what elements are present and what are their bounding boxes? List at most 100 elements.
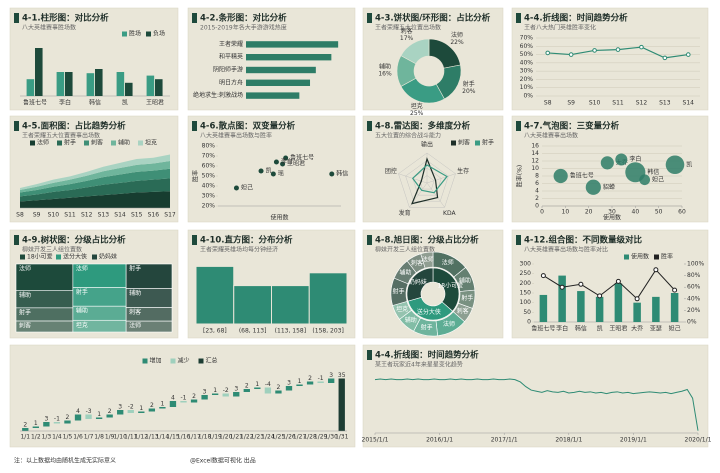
x-tick-label: 1/14 (156, 434, 170, 441)
legend-label: 送分大侠 (63, 253, 87, 261)
x-tick-label: 2020/1/1 (685, 437, 712, 444)
tile-label: 法师 (129, 322, 141, 330)
inner-segment (407, 296, 453, 321)
donut-slice (400, 38, 430, 65)
bar (116, 72, 125, 96)
x-tick-label: 2017/1/1 (491, 437, 518, 444)
segment-label: 辅助 (459, 276, 471, 284)
x-tick-label: 亚瑟 (650, 326, 662, 333)
title-marker (367, 121, 372, 131)
x-tick-label: 1/27 (293, 434, 307, 441)
panel-subtitle: 王者荣耀五大位置赛事出场数 (22, 132, 100, 140)
legend-swatch (138, 140, 143, 146)
bar (56, 72, 65, 96)
panel-title: 4-5.面积图：占比趋势分析 (22, 121, 126, 132)
value-label: 1 (255, 381, 259, 388)
y2-tick-label: 60% (687, 284, 701, 291)
value-label: -3 (86, 408, 92, 415)
panel-subtitle: 王者荣耀五大位置出场数 (375, 24, 441, 32)
tile-label: 辅助 (19, 291, 31, 299)
bar (155, 79, 163, 96)
x-tick-label: S11 (64, 212, 76, 219)
x-tick-label: 1/15 (166, 434, 180, 441)
legend-label: 减少 (178, 357, 190, 365)
point-label: 瑶 (278, 171, 284, 178)
point-label: 凯 (266, 167, 272, 175)
y-tick-label: 70% (520, 35, 534, 42)
y2-tick-label: 80% (687, 272, 701, 279)
tile-label: 射手 (76, 288, 88, 296)
bar (246, 41, 339, 48)
panel-subtitle: 八大英雄赛事胜场数 (22, 24, 76, 32)
group-label: 奶妈妹 (409, 278, 427, 286)
bar (106, 414, 113, 418)
panel (9, 344, 356, 448)
x-tick-label: S13 (659, 100, 671, 107)
bar (53, 422, 61, 424)
y-tick-label: 30% (202, 193, 216, 200)
segment-label: 坦克 (396, 305, 408, 313)
bar (169, 401, 177, 407)
inner-segment (432, 267, 460, 312)
radar-area (411, 157, 439, 205)
x-tick-label: 1/20 (219, 434, 233, 441)
x-tick-label: 1/8 (94, 434, 104, 441)
y-tick-label: 10% (520, 84, 534, 91)
x-tick-label: 韩信 (89, 99, 101, 107)
bar (652, 296, 660, 322)
point (615, 47, 621, 52)
y-axis-title: 胜率 (192, 170, 200, 182)
area (20, 160, 170, 193)
y-tick-label: 50% (520, 51, 534, 58)
area (20, 191, 170, 208)
panel (187, 115, 356, 223)
legend-swatch (451, 140, 456, 146)
point (672, 287, 678, 293)
slice-value: 16% (378, 71, 392, 78)
x-tick-label: S10 (589, 100, 601, 107)
x-tick-label: 1/22 (240, 434, 254, 441)
x-tick-label: 1/16 (177, 434, 191, 441)
x-tick-label: S8 (544, 100, 552, 107)
panel-subtitle: 2015-2019年各大手游游戏热度 (200, 24, 287, 32)
title-marker (14, 121, 19, 131)
bar (127, 410, 134, 413)
y-tick-label: 明日方舟 (219, 78, 243, 86)
point-label: 王昭君 (287, 161, 305, 168)
point-label: 韩信 (647, 168, 659, 176)
title-marker (14, 235, 19, 245)
point (273, 159, 279, 165)
x-tick-label: 鲁班七号 (23, 99, 47, 107)
bubble (639, 174, 651, 186)
y-tick-label: 20% (520, 76, 534, 83)
panel-title: 4-9.树状图：分级占比分析 (22, 235, 126, 246)
y-tick-label: 12 (531, 158, 539, 165)
bar (633, 302, 641, 322)
legend-label: 刺客 (91, 139, 103, 147)
area (20, 168, 170, 197)
slice-value: 20% (462, 88, 476, 95)
panel-title: 4-3.饼状图/环形图：占比分析 (375, 13, 491, 24)
panel-title: 4-12.组合图：不同数量级对比 (524, 235, 643, 246)
slice-name: 辅助 (379, 63, 391, 71)
x-tick-label: S12 (636, 100, 648, 107)
bar (577, 291, 585, 322)
x-tick-label: 1/28 (303, 434, 317, 441)
tile (125, 263, 173, 289)
legend-swatch (146, 31, 151, 37)
x-tick-label: 1/31 (335, 434, 349, 441)
tile-label: 射手 (129, 265, 141, 273)
value-label: 3 (234, 386, 238, 393)
x-axis-title: 使用数 (603, 214, 621, 222)
y2-tick-label: 100% (687, 261, 704, 268)
x-tick-label: 1/24 (261, 434, 275, 441)
y2-tick-label: 0% (687, 319, 697, 326)
bar (95, 69, 103, 96)
point (283, 155, 289, 161)
legend-label: 刺客 (458, 139, 470, 147)
bar (138, 411, 145, 413)
bar (85, 414, 92, 419)
value-label: 1 (160, 401, 164, 408)
x-tick-label: 韩信 (575, 325, 587, 333)
point (270, 171, 276, 177)
